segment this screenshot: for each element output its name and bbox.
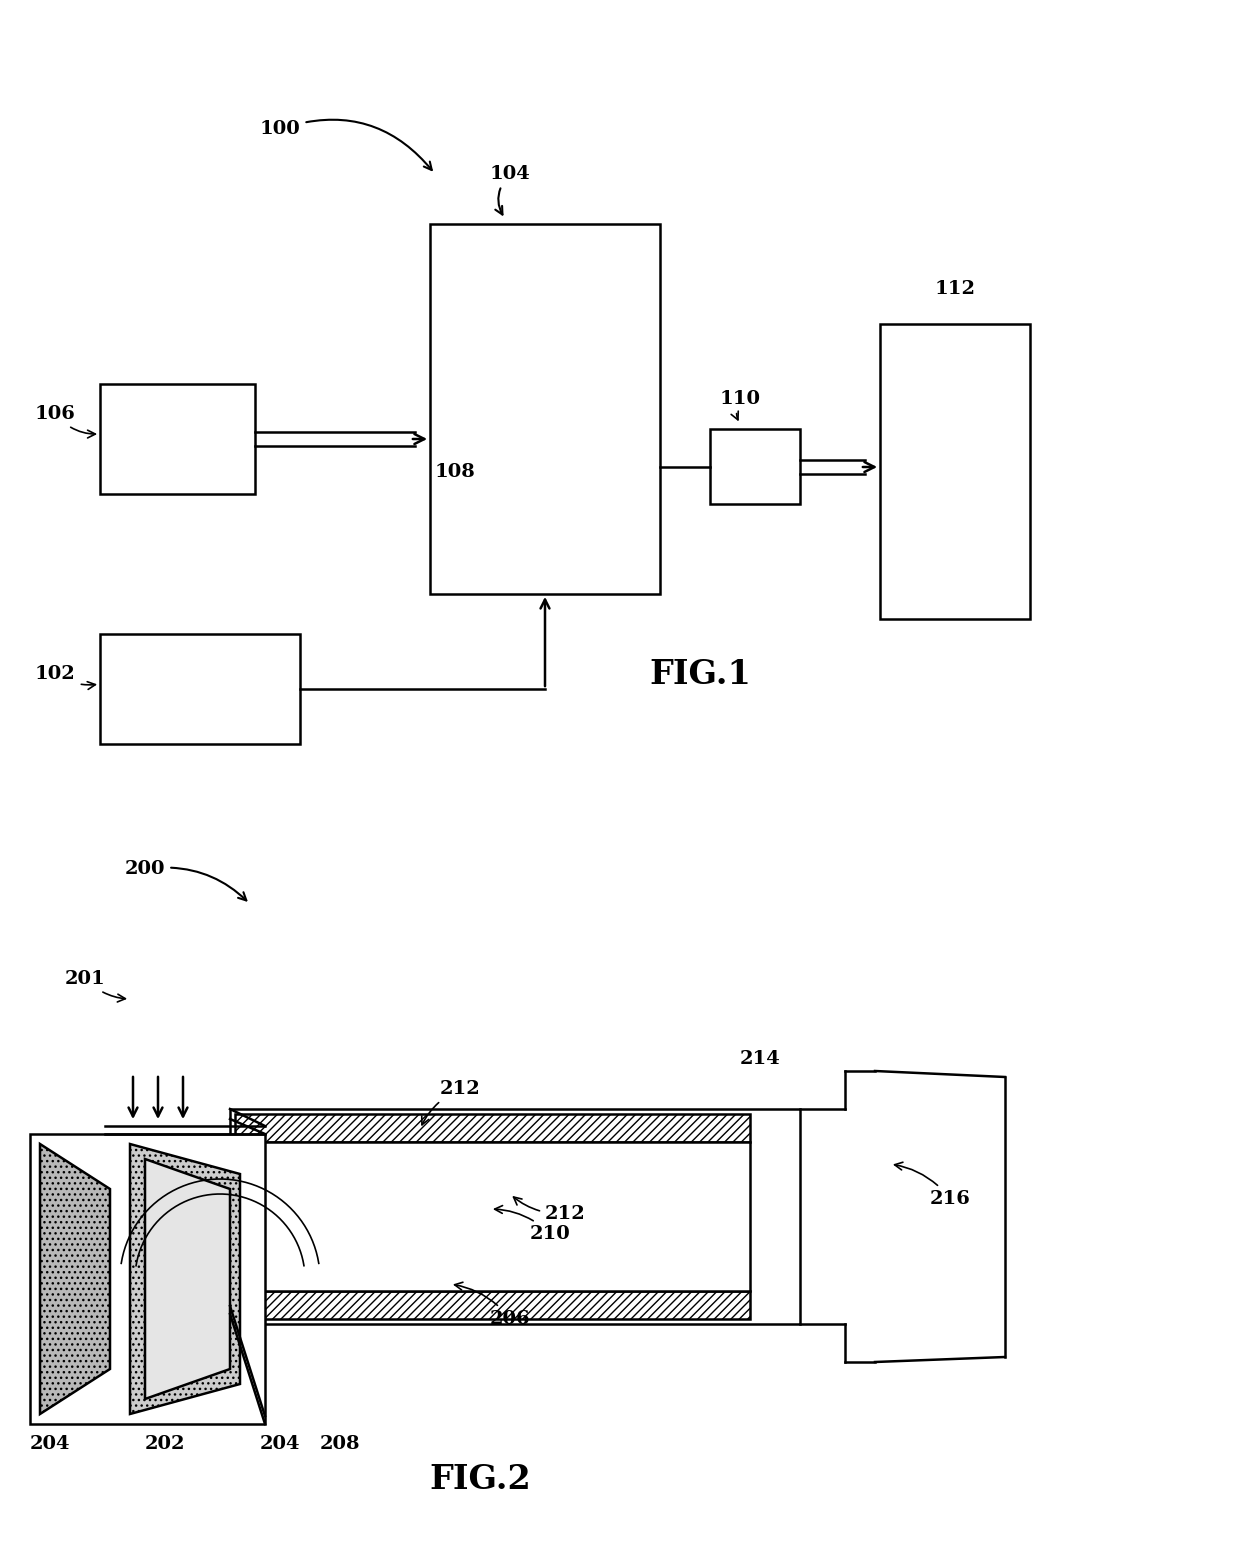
Bar bbox=[100, 634, 300, 744]
Text: 210: 210 bbox=[495, 1206, 570, 1243]
Text: 202: 202 bbox=[145, 1434, 185, 1453]
Bar bbox=[430, 224, 660, 594]
Bar bbox=[880, 323, 1030, 618]
Bar bbox=[100, 384, 255, 494]
Text: 214: 214 bbox=[739, 1051, 780, 1068]
Polygon shape bbox=[130, 1144, 241, 1414]
Text: FIG.2: FIG.2 bbox=[429, 1462, 531, 1497]
Bar bbox=[229, 1110, 800, 1324]
Bar bbox=[236, 1291, 750, 1319]
Text: 108: 108 bbox=[435, 463, 476, 482]
Text: FIG.1: FIG.1 bbox=[649, 657, 751, 692]
Text: 216: 216 bbox=[894, 1162, 971, 1207]
Text: 102: 102 bbox=[35, 665, 95, 690]
Bar bbox=[236, 1114, 750, 1142]
Text: 106: 106 bbox=[35, 406, 95, 438]
Polygon shape bbox=[145, 1159, 229, 1399]
Bar bbox=[30, 1134, 265, 1423]
Text: 212: 212 bbox=[422, 1080, 481, 1125]
Text: 104: 104 bbox=[490, 165, 531, 214]
Bar bbox=[711, 429, 800, 503]
Polygon shape bbox=[40, 1144, 110, 1414]
Text: 110: 110 bbox=[720, 390, 761, 420]
Text: 204: 204 bbox=[30, 1434, 71, 1453]
Text: 100: 100 bbox=[260, 120, 432, 169]
Text: 200: 200 bbox=[125, 859, 247, 900]
Text: 208: 208 bbox=[320, 1434, 361, 1453]
Text: 201: 201 bbox=[64, 970, 125, 1002]
Bar bbox=[236, 1142, 750, 1291]
Text: 206: 206 bbox=[455, 1282, 531, 1329]
Text: 112: 112 bbox=[935, 280, 976, 298]
Text: 212: 212 bbox=[513, 1197, 585, 1223]
Text: 204: 204 bbox=[259, 1434, 300, 1453]
